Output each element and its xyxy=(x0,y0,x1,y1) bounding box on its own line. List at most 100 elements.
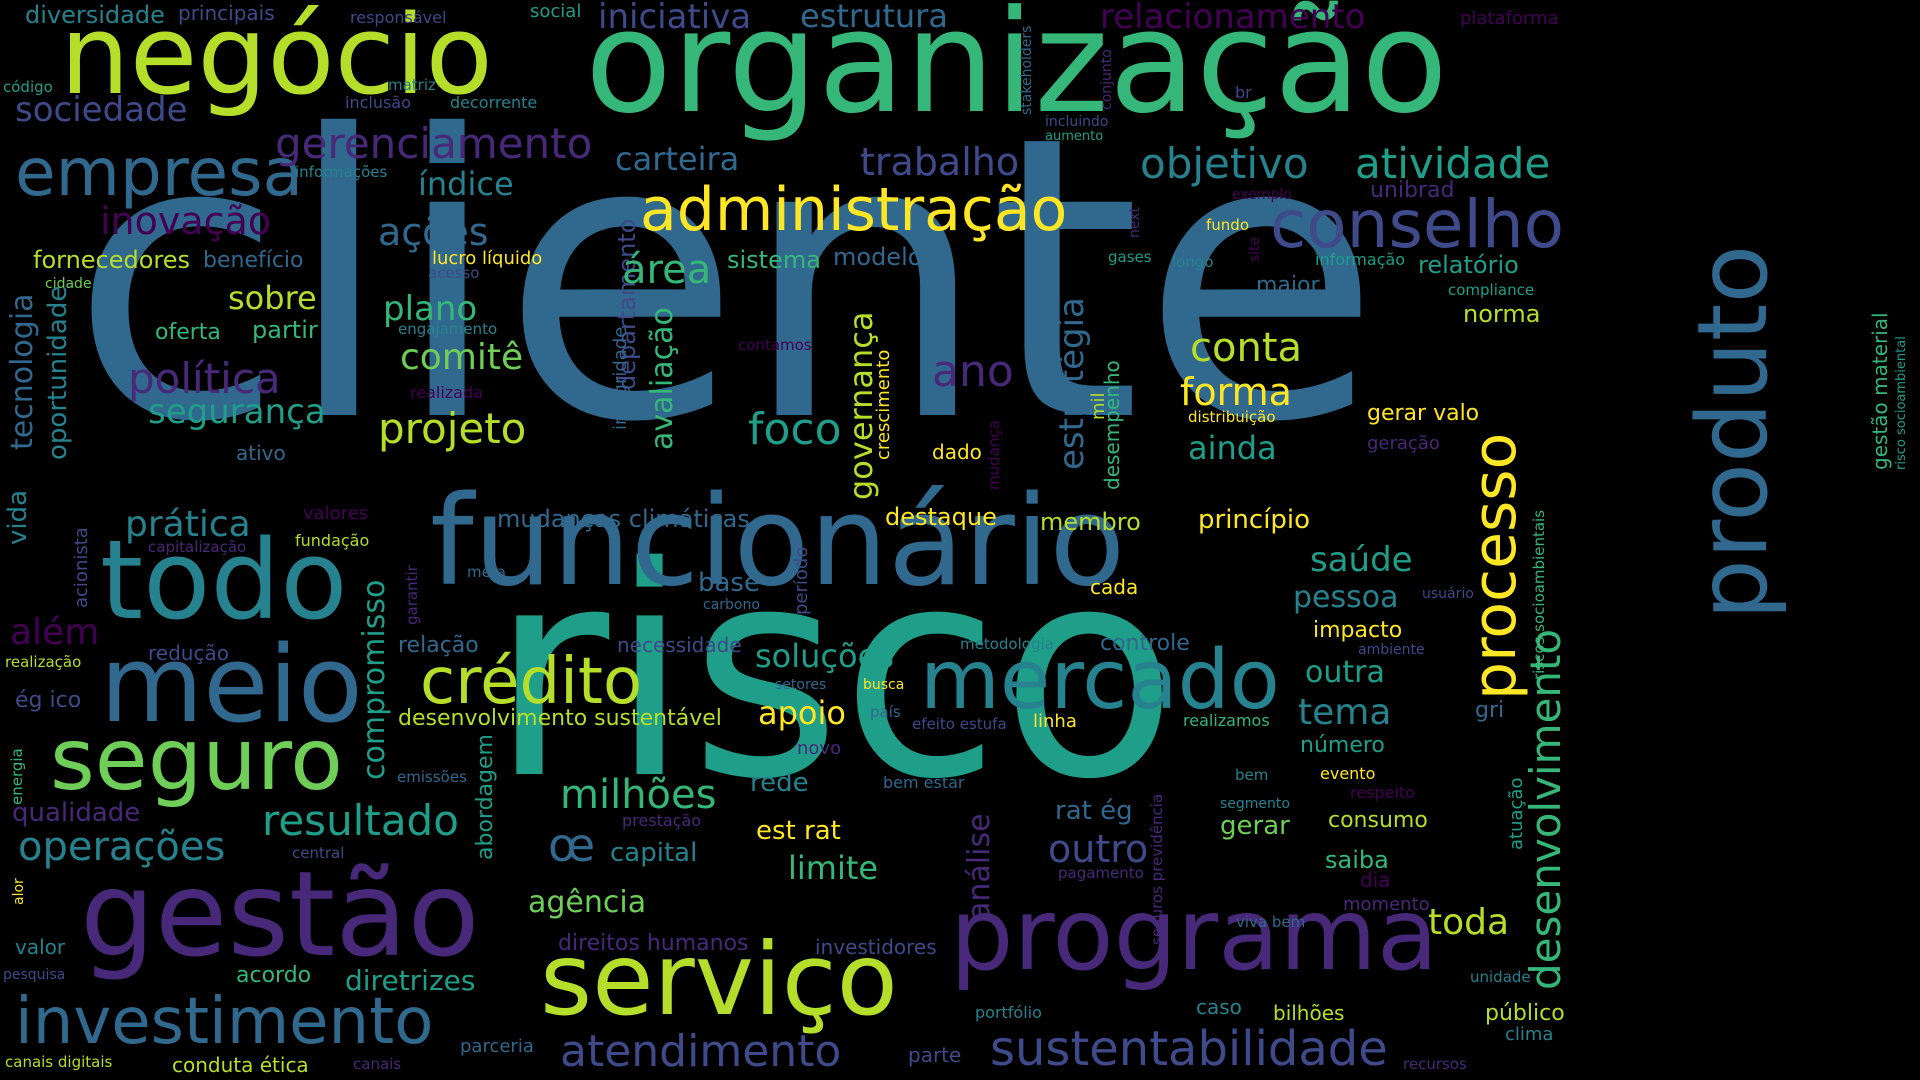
word-risco-socioambiental: risco socioambiental xyxy=(1894,336,1909,470)
word-unibrad: unibrad xyxy=(1370,178,1455,203)
word-reducao: redução xyxy=(148,641,229,665)
word-inovacao: inovação xyxy=(100,199,272,243)
word-objetivo: objetivo xyxy=(1140,139,1309,188)
word-conselho: conselho xyxy=(1270,186,1565,263)
word-linha: linha xyxy=(1033,711,1077,732)
word-diversidade: diversidade xyxy=(25,1,165,29)
word-atuacao: atuação xyxy=(1506,777,1527,850)
word-busca: busca xyxy=(863,677,905,693)
word-pesquisa: pesquisa xyxy=(3,967,66,983)
word-respeito: respeito xyxy=(1350,783,1415,802)
word-setores: setores xyxy=(775,677,827,693)
word-vida: vida xyxy=(3,489,33,545)
word-caso: caso xyxy=(1196,995,1242,1019)
word-acesso: acesso xyxy=(428,264,480,282)
word-atividade: atividade xyxy=(1355,139,1551,188)
word-principais: principais xyxy=(178,1,275,25)
word-modelo: modelo xyxy=(833,243,923,271)
word-toda: toda xyxy=(1428,902,1510,943)
word-parte: parte xyxy=(908,1043,962,1067)
word-cada: cada xyxy=(1090,575,1139,599)
word-efeito-estufa: efeito estufa xyxy=(912,715,1007,733)
word-central: central xyxy=(292,844,345,862)
word-analise: análise xyxy=(962,813,997,920)
word-site: site xyxy=(1247,236,1263,262)
word-eg-ico: ég ico xyxy=(15,688,82,713)
word-longo: longo xyxy=(1172,253,1214,271)
word-codigo: código xyxy=(3,78,53,96)
word-milhoes: milhões xyxy=(560,772,717,818)
word-seguranca: segurança xyxy=(148,392,326,432)
word-acoes: ações xyxy=(378,210,489,254)
word-fundo: fundo xyxy=(1206,216,1249,234)
word-impacto: impacto xyxy=(1313,618,1403,643)
word-projeto: projeto xyxy=(378,404,527,453)
word-oferta: oferta xyxy=(155,320,221,345)
word-publico: público xyxy=(1485,1001,1565,1026)
word-crescimento: crescimento xyxy=(873,349,894,460)
word-inclusao: inclusão xyxy=(345,93,411,112)
word-pessoa: pessoa xyxy=(1293,580,1399,615)
word-sistema: sistema xyxy=(727,246,821,274)
word-aumento: aumento xyxy=(1045,129,1104,144)
word-responsavel: responsável xyxy=(350,8,447,27)
word-todo: todo xyxy=(100,516,348,644)
word-stakeholders: stakeholders xyxy=(1019,25,1035,115)
word-informacao: informação xyxy=(1315,250,1406,269)
word-fornecedores: fornecedores xyxy=(33,246,191,274)
word-estrategia: estratégia xyxy=(1052,297,1092,470)
word-segmento: segmento xyxy=(1220,796,1290,812)
word-rede: rede xyxy=(750,768,809,798)
word-acionista: acionista xyxy=(71,527,92,608)
word-canais: canais xyxy=(353,1055,402,1073)
word-realizamos: realizamos xyxy=(1183,711,1270,730)
word-organizacao: organização xyxy=(585,0,1448,145)
word-sustentabilidade: sustentabilidade xyxy=(990,1021,1388,1077)
word-gestao: gestão xyxy=(80,845,480,983)
word-area: área xyxy=(622,247,712,293)
word-conta: conta xyxy=(1190,325,1303,371)
word-seguro: seguro xyxy=(50,710,343,810)
word-processo: processo xyxy=(1460,432,1530,700)
word-direitos-humanos: direitos humanos xyxy=(558,931,749,956)
word-momento: momento xyxy=(1343,894,1430,915)
word-mudanca: mudança xyxy=(985,420,1003,490)
word-integridade: integridade xyxy=(610,326,631,430)
word-incluindo: incluindo xyxy=(1045,114,1109,130)
word-sobre: sobre xyxy=(228,279,317,317)
word-bilhoes: bilhões xyxy=(1273,1001,1345,1025)
word-gerar-valo: gerar valo xyxy=(1367,401,1480,426)
word-estrutura: estrutura xyxy=(800,0,948,35)
word-capital: capital xyxy=(610,838,698,868)
word-partir: partir xyxy=(252,316,318,344)
word-acordo: acordo xyxy=(236,963,312,988)
word-social: social xyxy=(530,1,582,22)
word-carbono: carbono xyxy=(703,597,760,613)
word-conjunto: conjunto xyxy=(1099,49,1115,110)
word-administracao: administração xyxy=(640,175,1068,245)
word-resultado: resultado xyxy=(262,796,459,845)
word-produto: produto xyxy=(1677,244,1789,620)
word-plataforma: plataforma xyxy=(1460,8,1559,29)
word-alor: alor xyxy=(11,878,27,905)
word-oportunidade: oportunidade xyxy=(43,285,73,460)
word-membro: membro xyxy=(1040,508,1141,536)
word-ano: ano xyxy=(932,346,1014,397)
word-riscos-socioambientais: riscos socioambientais xyxy=(1530,509,1548,680)
word-avaliacao: avaliação xyxy=(645,307,680,450)
word-solucoes: soluções xyxy=(755,637,894,675)
word-credito: crédito xyxy=(420,645,643,719)
word-exemplo: exemplo xyxy=(1232,187,1292,203)
word-dado: dado xyxy=(932,440,982,464)
word-norma: norma xyxy=(1463,300,1541,328)
word-apoio: apoio xyxy=(758,694,846,732)
word-beneficio: benefício xyxy=(203,248,304,273)
word-mercado: mercado xyxy=(920,633,1280,728)
word-pagamento: pagamento xyxy=(1058,864,1144,882)
word-comite: comitê xyxy=(400,337,524,378)
word-relacionamento: relacionamento xyxy=(1100,0,1366,37)
word-abordagem: abordagem xyxy=(473,734,498,860)
word-trabalho: trabalho xyxy=(860,140,1020,184)
word-risco: risco xyxy=(490,506,1178,843)
